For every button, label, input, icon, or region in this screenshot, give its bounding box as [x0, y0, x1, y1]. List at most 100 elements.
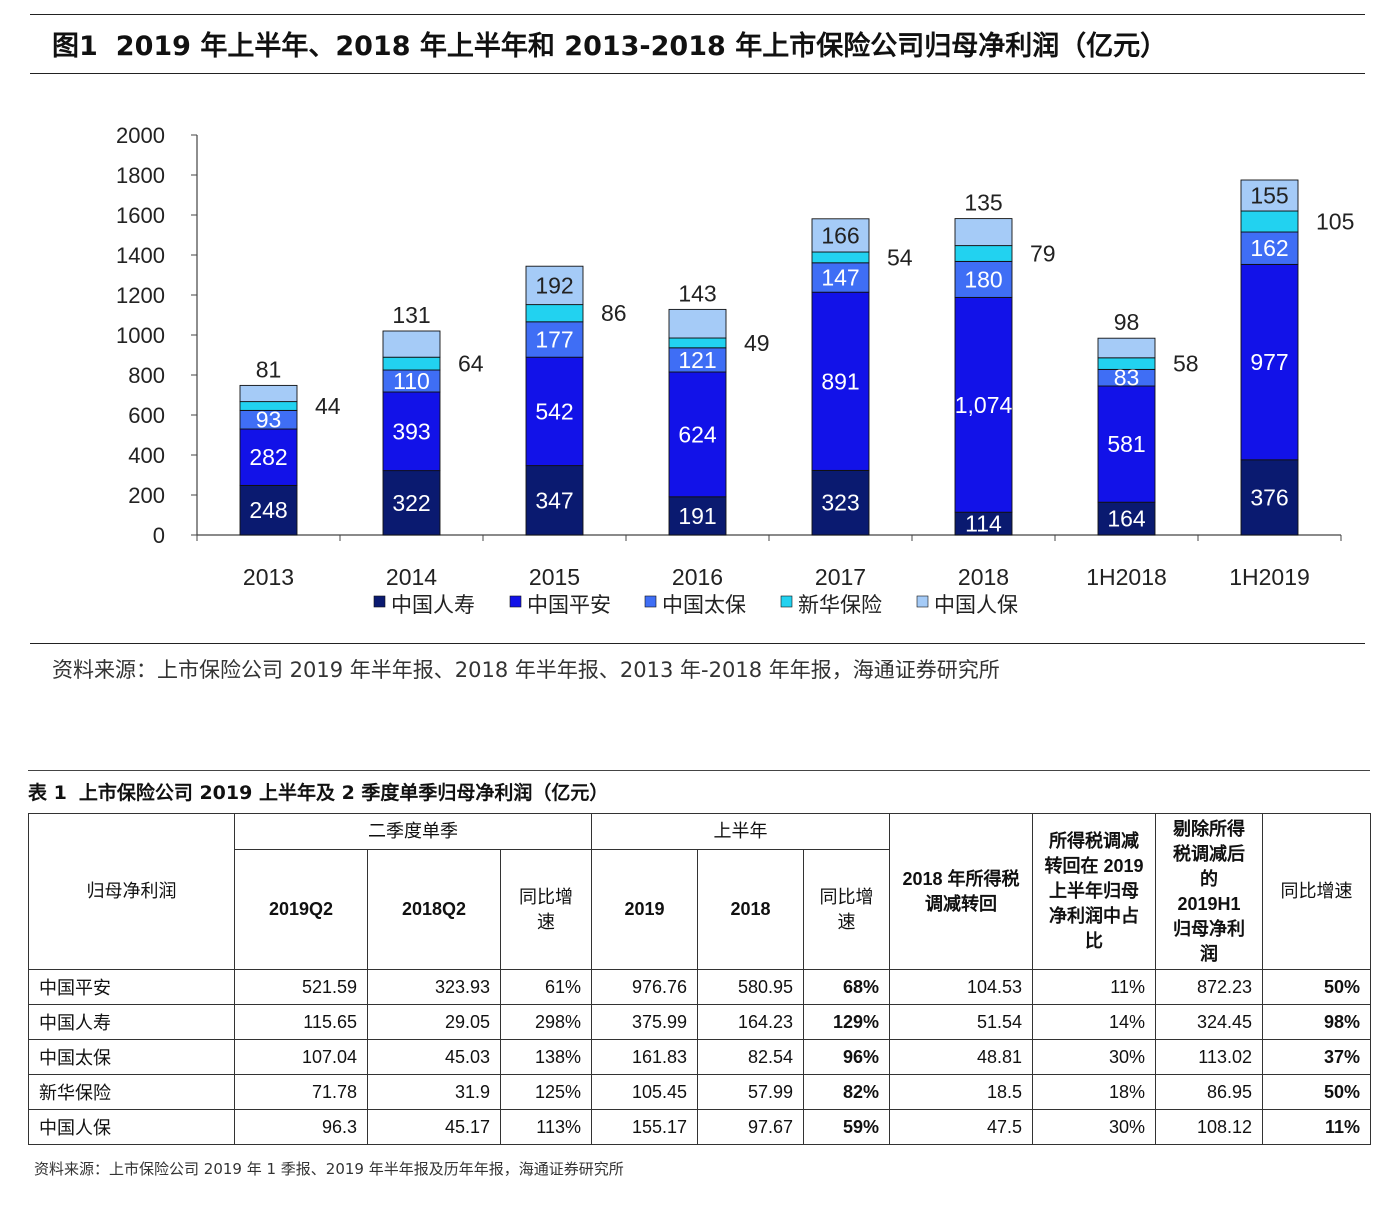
- x-tick-label: 2013: [243, 564, 294, 590]
- data-label: 282: [249, 444, 287, 470]
- y-tick-label: 2000: [116, 123, 165, 148]
- table-row: 新华保险 71.78 31.9 125% 105.45 57.99 82% 18…: [28, 1074, 1371, 1110]
- company-cell: 中国太保: [28, 1039, 235, 1075]
- company-cell: 中国平安: [28, 969, 235, 1005]
- x-tick-label: 1H2019: [1229, 564, 1310, 590]
- company-cell: 新华保险: [28, 1074, 235, 1110]
- tax-reversal-cell: 48.81: [889, 1039, 1033, 1075]
- tax-share-cell: 30%: [1032, 1039, 1156, 1075]
- data-label: 180: [964, 266, 1002, 292]
- bar-segment: [668, 308, 727, 339]
- header-2019q2: 2019Q2: [234, 849, 368, 970]
- q2-2019-cell: 115.65: [234, 1004, 368, 1040]
- data-label: 110: [393, 368, 430, 394]
- h1-yoy-cell: 59%: [803, 1109, 890, 1145]
- data-label: 58: [1173, 351, 1199, 377]
- q2-2018-cell: 31.9: [367, 1074, 501, 1110]
- h1-2018-cell: 82.54: [697, 1039, 804, 1075]
- x-tick-label: 2018: [958, 564, 1009, 590]
- data-label: 891: [821, 368, 859, 394]
- y-tick-label: 1000: [116, 323, 165, 348]
- adjusted-yoy-cell: 37%: [1262, 1039, 1371, 1075]
- tax-reversal-cell: 47.5: [889, 1109, 1033, 1145]
- y-tick-label: 1200: [116, 283, 165, 308]
- header-tax-reversal: 2018 年所得税调减转回: [889, 813, 1033, 970]
- data-label: 83: [1114, 365, 1140, 391]
- q2-yoy-cell: 113%: [500, 1109, 592, 1145]
- q2-2019-cell: 96.3: [234, 1109, 368, 1145]
- h1-2018-cell: 97.67: [697, 1109, 804, 1145]
- h1-2019-cell: 105.45: [591, 1074, 698, 1110]
- bar-segment: [382, 330, 441, 358]
- h1-2019-cell: 155.17: [591, 1109, 698, 1145]
- bar-segment: [1240, 263, 1299, 461]
- data-label: 192: [535, 272, 573, 298]
- legend-label: 新华保险: [798, 594, 882, 617]
- y-tick-label: 0: [153, 523, 165, 548]
- bar-segment: [525, 304, 584, 323]
- chart-legend: 中国人寿 中国平安 中国太保 新华保险 中国人保: [373, 594, 1018, 617]
- table-row: 中国人寿 115.65 29.05 298% 375.99 164.23 129…: [28, 1004, 1371, 1040]
- data-label: 977: [1250, 349, 1288, 375]
- h1-yoy-cell: 129%: [803, 1004, 890, 1040]
- header-adjusted-profit: 剔除所得税调减后的 2019H1 归母净利润: [1155, 813, 1263, 970]
- legend-label: 中国平安: [527, 594, 611, 617]
- y-tick-label: 200: [128, 483, 165, 508]
- y-tick-label: 1800: [116, 163, 165, 188]
- tax-reversal-cell: 18.5: [889, 1074, 1033, 1110]
- table-top-rule: [28, 770, 1370, 771]
- adjusted-profit-cell: 86.95: [1155, 1074, 1263, 1110]
- adjusted-yoy-cell: 50%: [1262, 1074, 1371, 1110]
- adjusted-profit-cell: 108.12: [1155, 1109, 1263, 1145]
- q2-2019-cell: 521.59: [234, 969, 368, 1005]
- table-row: 中国平安 521.59 323.93 61% 976.76 580.95 68%…: [28, 969, 1371, 1005]
- h1-yoy-cell: 68%: [803, 969, 890, 1005]
- bar-segment: [811, 469, 870, 536]
- data-label: 166: [821, 222, 859, 248]
- bar-segment: [811, 262, 870, 293]
- q2-2018-cell: 45.03: [367, 1039, 501, 1075]
- bar-segment: [954, 260, 1013, 298]
- figure-source-note: 资料来源：上市保险公司 2019 年半年报、2018 年半年报、2013 年-2…: [52, 658, 1000, 682]
- table-row: 中国太保 107.04 45.03 138% 161.83 82.54 96% …: [28, 1039, 1371, 1075]
- data-label: 98: [1114, 309, 1140, 335]
- table-source-note: 资料来源：上市保险公司 2019 年 1 季报、2019 年半年报及历年年报，海…: [34, 1160, 624, 1178]
- header-adjusted-yoy: 同比增速: [1262, 813, 1371, 970]
- data-label: 64: [458, 351, 484, 377]
- bar-segment: [954, 296, 1013, 513]
- bar-segment: [668, 347, 727, 373]
- legend-label: 中国太保: [662, 594, 746, 617]
- chart-axes: 0 200 400 600 800 1000 1200 1400 1600 1800 2000 201…: [116, 123, 1342, 590]
- bar-segment: [239, 428, 298, 486]
- data-label: 54: [887, 244, 913, 270]
- h1-2019-cell: 161.83: [591, 1039, 698, 1075]
- bar-segment: [525, 465, 584, 536]
- data-label: 581: [1107, 431, 1145, 457]
- data-label: 1,074: [955, 392, 1013, 418]
- legend-swatch: [780, 595, 793, 608]
- bar-segment: [525, 356, 584, 467]
- data-label: 322: [392, 490, 430, 516]
- header-q2-yoy: 同比增速: [500, 849, 592, 970]
- header-h1-yoy: 同比增速: [803, 849, 890, 970]
- bar-segment: [954, 245, 1013, 262]
- x-tick-label: 2015: [529, 564, 580, 590]
- data-label: 49: [744, 330, 770, 356]
- legend-swatch: [916, 595, 929, 608]
- h1-2018-cell: 57.99: [697, 1074, 804, 1110]
- legend-swatch: [509, 595, 522, 608]
- data-label: 323: [821, 490, 859, 516]
- bar-segment: [954, 218, 1013, 247]
- data-label: 376: [1250, 484, 1288, 510]
- data-label: 162: [1250, 235, 1288, 261]
- figure-bottom-rule: [30, 643, 1365, 644]
- bar-segment: [811, 251, 870, 264]
- tax-reversal-cell: 51.54: [889, 1004, 1033, 1040]
- h1-yoy-cell: 82%: [803, 1074, 890, 1110]
- bar-segment: [1240, 210, 1299, 233]
- header-h1-2019: 2019: [591, 849, 698, 970]
- header-tax-share: 所得税调减转回在 2019 上半年归母净利润中占比: [1032, 813, 1156, 970]
- bar-segment: [668, 496, 727, 536]
- adjusted-yoy-cell: 98%: [1262, 1004, 1371, 1040]
- x-tick-label: 2014: [386, 564, 437, 590]
